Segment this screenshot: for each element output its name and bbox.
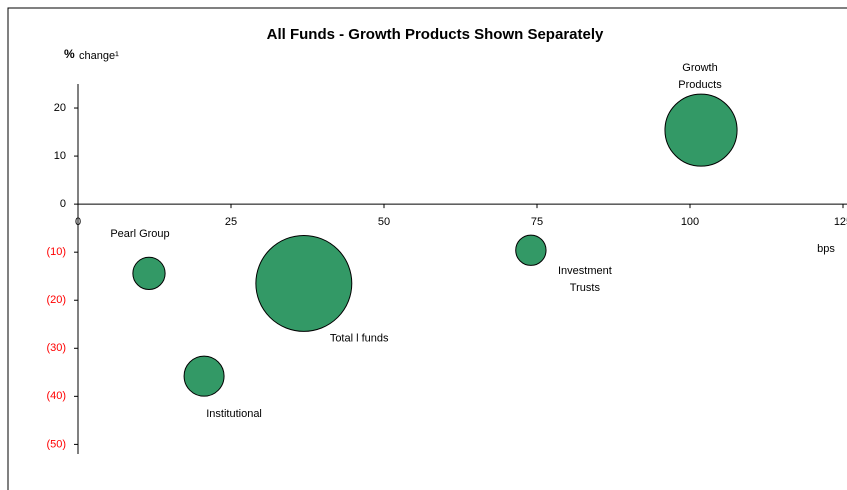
bubble-label: Total l funds bbox=[330, 332, 389, 344]
chart-title: All Funds - Growth Products Shown Separa… bbox=[267, 26, 604, 43]
y-axis-label: change¹ bbox=[79, 50, 119, 62]
x-axis-label: bps bbox=[817, 243, 835, 255]
bubble bbox=[255, 234, 353, 332]
x-tick-label: 25 bbox=[225, 216, 237, 228]
bubble bbox=[664, 93, 738, 167]
y-axis-symbol: % bbox=[64, 47, 75, 61]
x-tick-label: 50 bbox=[378, 216, 390, 228]
x-tick-label: 100 bbox=[681, 216, 699, 228]
bubble bbox=[183, 355, 225, 397]
x-tick-label: 75 bbox=[531, 216, 543, 228]
x-tick-label: 125 bbox=[834, 216, 847, 228]
y-tick-label: (40) bbox=[46, 390, 66, 402]
bubble bbox=[515, 234, 547, 266]
bubble-label: Institutional bbox=[206, 408, 262, 420]
y-tick-label: (50) bbox=[46, 438, 66, 450]
y-tick-label: 0 bbox=[60, 198, 66, 210]
bubble-label: Growth bbox=[682, 62, 717, 74]
y-tick-label: 10 bbox=[54, 150, 66, 162]
chart-frame bbox=[7, 7, 847, 490]
y-tick-label: (20) bbox=[46, 294, 66, 306]
bubble bbox=[132, 256, 166, 290]
bubble-label: Investment bbox=[558, 265, 612, 277]
bubble-label: Products bbox=[678, 79, 722, 91]
y-tick-label: 20 bbox=[54, 102, 66, 114]
y-tick-label: (30) bbox=[46, 342, 66, 354]
bubble-label: Trusts bbox=[570, 282, 601, 294]
y-tick-label: (10) bbox=[46, 246, 66, 258]
bubble-label: Pearl Group bbox=[110, 228, 169, 240]
x-tick-label: 0 bbox=[75, 216, 81, 228]
